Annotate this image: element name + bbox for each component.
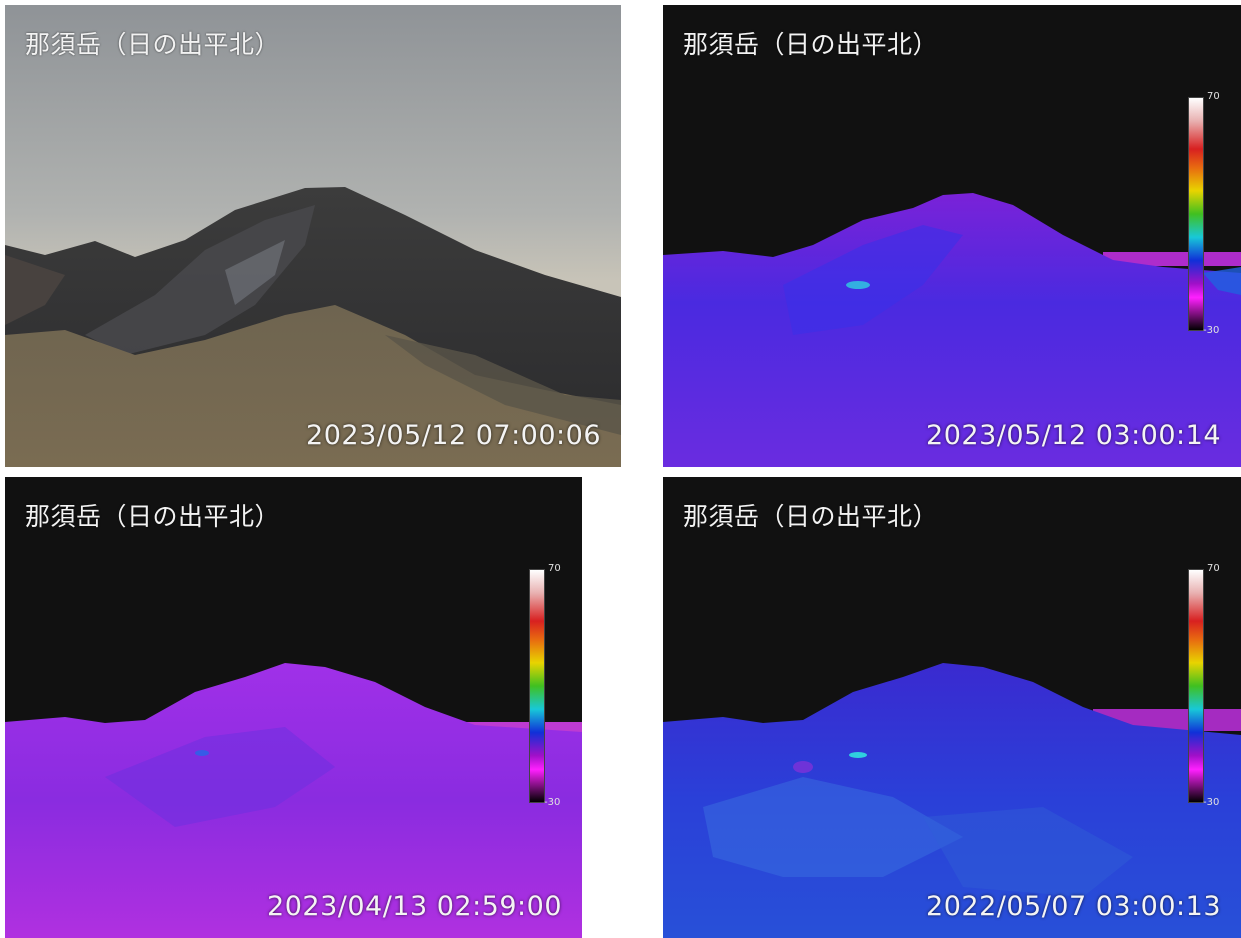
temperature-scale-bar	[1188, 97, 1204, 331]
temperature-scale-bar	[529, 569, 545, 803]
timestamp: 2023/05/12 07:00:06	[306, 420, 601, 451]
camera-title: 那須岳（日の出平北）	[25, 30, 281, 59]
scale-min-label: -30	[544, 797, 561, 808]
temperature-scale-bar	[1188, 569, 1204, 803]
visible-mountain-image	[5, 5, 621, 467]
thermal-mountain-image	[663, 477, 1241, 938]
scale-max-label: 70	[1207, 91, 1220, 102]
timestamp: 2023/05/12 03:00:14	[926, 420, 1221, 451]
scale-min-label: -30	[1203, 325, 1220, 336]
camera-title: 那須岳（日の出平北）	[25, 502, 281, 531]
visible-camera-panel: 那須岳（日の出平北） 2023/05/12 07:00:06	[5, 5, 621, 467]
scale-min-label: -30	[1203, 797, 1220, 808]
thermal-camera-panel-1: 那須岳（日の出平北） 70 -30 2023/05/12 03:00:14	[663, 5, 1241, 467]
thermal-camera-panel-2: 那須岳（日の出平北） 70 -30 2023/04/13 02:59:00	[5, 477, 582, 938]
thermal-mountain-image	[663, 5, 1241, 467]
thermal-camera-panel-3: 那須岳（日の出平北） 70 -30 2022/05/07 03:00:13	[663, 477, 1241, 938]
timestamp: 2023/04/13 02:59:00	[267, 891, 562, 922]
scale-max-label: 70	[1207, 563, 1220, 574]
scale-max-label: 70	[548, 563, 561, 574]
camera-title: 那須岳（日の出平北）	[683, 30, 939, 59]
camera-title: 那須岳（日の出平北）	[683, 502, 939, 531]
timestamp: 2022/05/07 03:00:13	[926, 891, 1221, 922]
thermal-mountain-image	[5, 477, 582, 938]
